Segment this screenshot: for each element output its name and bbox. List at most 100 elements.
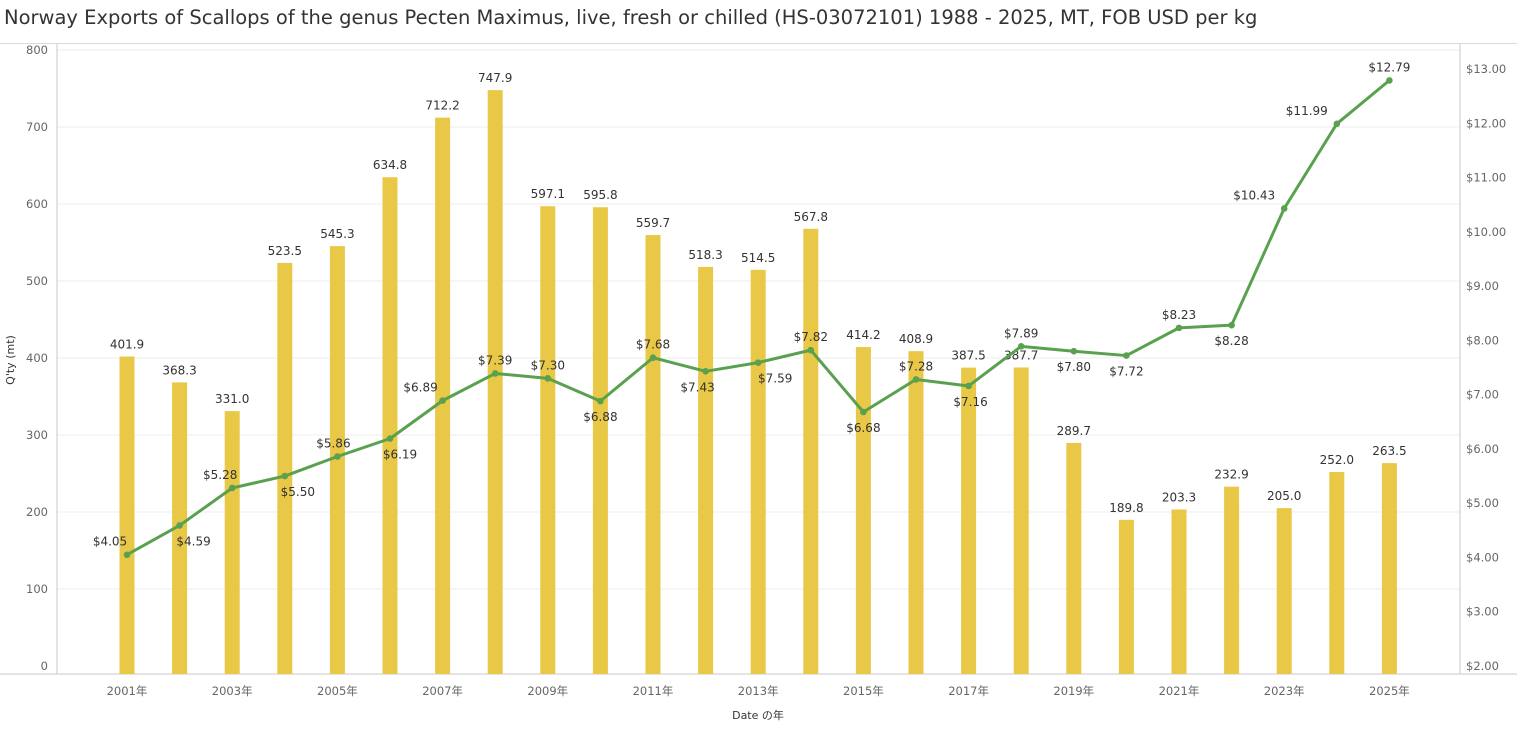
line-point xyxy=(1280,205,1288,212)
right-tick-label: $6.00 xyxy=(1466,442,1499,456)
x-tick-label: 2021年 xyxy=(1159,684,1200,698)
line-label: $4.59 xyxy=(176,534,210,548)
line-label: $7.68 xyxy=(636,338,670,352)
bar xyxy=(855,347,871,674)
line-label: $8.23 xyxy=(1162,308,1196,322)
x-axis-title: Date の年 xyxy=(732,708,784,722)
bar-label: 567.8 xyxy=(794,210,828,224)
bar-label: 263.5 xyxy=(1372,444,1406,458)
line-point xyxy=(860,408,867,416)
bar-label: 545.3 xyxy=(320,227,354,241)
bar-label: 523.5 xyxy=(268,244,302,258)
left-tick-label: 300 xyxy=(26,428,48,442)
bar xyxy=(1224,486,1240,674)
bar-label: 747.9 xyxy=(478,71,512,85)
line-point xyxy=(702,367,709,375)
line-label: $5.50 xyxy=(281,485,315,499)
bar xyxy=(277,262,293,674)
line-label: $11.99 xyxy=(1286,104,1328,118)
bar xyxy=(750,269,766,674)
bar-label: 518.3 xyxy=(688,248,722,262)
line-label: $7.28 xyxy=(899,359,933,373)
bar xyxy=(1066,442,1082,674)
bar xyxy=(592,207,608,674)
line-label: $6.68 xyxy=(846,421,880,435)
x-tick-label: 2011年 xyxy=(633,684,674,698)
bar xyxy=(1171,509,1187,674)
x-tick-label: 2005年 xyxy=(317,684,358,698)
line-point xyxy=(1017,343,1025,350)
right-tick-label: $5.00 xyxy=(1466,496,1499,510)
bar xyxy=(540,206,556,674)
line-point xyxy=(1175,324,1183,332)
bar-label: 712.2 xyxy=(425,99,459,113)
right-tick-label: $4.00 xyxy=(1466,550,1499,564)
line-label: $7.59 xyxy=(758,372,792,386)
bar-label: 252.0 xyxy=(1320,453,1354,467)
line-point xyxy=(649,354,657,362)
bar-label: 387.5 xyxy=(951,349,985,363)
bar-label: 205.0 xyxy=(1267,489,1301,503)
line-point xyxy=(965,382,972,390)
bar-label: 634.8 xyxy=(373,158,407,172)
line-point xyxy=(1333,120,1341,128)
x-tick-label: 2003年 xyxy=(212,684,253,698)
bar-label: 331.0 xyxy=(215,392,249,406)
bar-series xyxy=(119,90,1397,675)
x-tick-label: 2013年 xyxy=(738,684,779,698)
line-point xyxy=(491,370,499,377)
line-point xyxy=(176,522,183,529)
line-point xyxy=(754,359,762,366)
right-tick-label: $11.00 xyxy=(1466,171,1506,185)
bar xyxy=(1013,367,1029,674)
bar-label: 203.3 xyxy=(1162,490,1196,504)
bar xyxy=(1381,463,1397,674)
left-tick-label: 400 xyxy=(26,351,48,365)
line-point xyxy=(439,397,446,404)
line-label: $12.79 xyxy=(1368,60,1410,74)
bar xyxy=(329,246,345,674)
x-tick-label: 2025年 xyxy=(1369,684,1410,698)
bar xyxy=(224,411,240,674)
line-label: $4.05 xyxy=(93,535,127,549)
line-labels: $4.05 $4.59 $5.28 $5.50 $5.86 $6.19 $6.89 $7.39… xyxy=(93,60,1411,548)
bar xyxy=(487,90,503,674)
line-label: $7.72 xyxy=(1109,365,1143,379)
line-point xyxy=(544,375,552,382)
title-divider xyxy=(0,43,1517,44)
line-point xyxy=(386,435,394,442)
line-point xyxy=(281,472,289,480)
bar-label: 401.9 xyxy=(110,338,144,352)
line-label: $7.82 xyxy=(794,330,828,344)
x-tick-label: 2001年 xyxy=(107,684,148,698)
bar-label: 189.8 xyxy=(1109,501,1143,515)
line-label: $8.28 xyxy=(1214,334,1248,348)
bar-label: 595.8 xyxy=(583,188,617,202)
bar xyxy=(382,177,398,675)
y-axis-title: Q'ty (mt) xyxy=(4,335,17,385)
line-point xyxy=(1228,321,1235,329)
line-label: $7.89 xyxy=(1004,326,1038,340)
bar-label: 559.7 xyxy=(636,216,670,230)
bar xyxy=(119,356,135,674)
line-label: $6.88 xyxy=(583,410,617,424)
x-tick-label: 2023年 xyxy=(1264,684,1305,698)
left-tick-label: 700 xyxy=(26,120,48,134)
line-point xyxy=(597,397,604,405)
right-tick-label: $9.00 xyxy=(1466,279,1499,293)
right-tick-label: $10.00 xyxy=(1466,225,1506,239)
right-tick-label: $8.00 xyxy=(1466,333,1499,347)
line-label: $7.16 xyxy=(953,395,987,409)
right-tick-label: $7.00 xyxy=(1466,388,1499,402)
bar xyxy=(908,351,924,674)
line-point xyxy=(228,484,236,492)
bar xyxy=(435,117,451,674)
bar xyxy=(1118,519,1134,674)
left-tick-label: 200 xyxy=(26,505,48,519)
line-series xyxy=(123,77,1393,559)
line-label: $5.86 xyxy=(316,437,350,451)
bar xyxy=(645,235,661,674)
line-label: $6.89 xyxy=(403,381,437,395)
left-tick-label: 800 xyxy=(26,43,48,57)
